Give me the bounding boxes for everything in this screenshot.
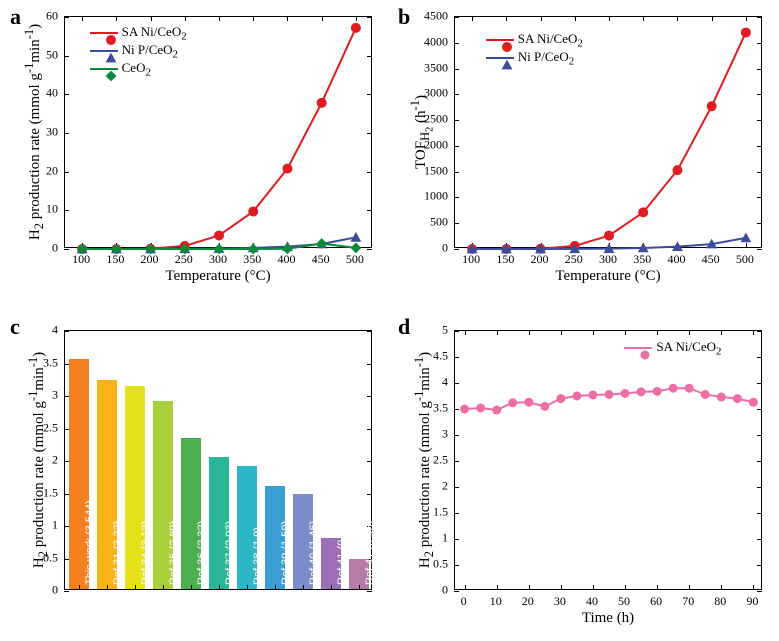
xtick: 60 [650,594,662,609]
bar-label: Ref.40 (1.46) [308,521,320,585]
plot-c: This work (3.544) Ref.31 (3.22) Ref.34 (3.… [64,330,372,590]
bar-label: Ref.37 (2.03) [224,521,236,585]
xtick: 200 [141,252,159,267]
bar-label: Ref.39 (1.59) [280,521,292,585]
xtick: 450 [702,252,720,267]
plot-a: SA Ni/CeO2Ni P/CeO2CeO2 [64,16,372,248]
xtick: 250 [565,252,583,267]
panel-label-c: c [10,314,20,340]
bar-label: Ref.31 (3.22) [112,521,124,585]
xtick: 100 [72,252,90,267]
bar-label: Ref.38 (1.9) [252,527,264,585]
legend-label: CeO2 [122,60,151,79]
legend-row: CeO2 [90,60,187,78]
legend-b: SA Ni/CeO2Ni P/CeO2 [486,31,583,67]
legend-a: SA Ni/CeO2Ni P/CeO2CeO2 [90,24,187,78]
xtick: 30 [554,594,566,609]
ylabel: TOFH2 (h-1) [408,16,436,248]
xtick: 70 [682,594,694,609]
xtick: 350 [633,252,651,267]
xtick: 350 [243,252,261,267]
legend-row: SA Ni/CeO2 [624,339,721,357]
xtick: 300 [599,252,617,267]
xtick: 50 [618,594,630,609]
panel-label-a: a [10,4,21,30]
legend-row: SA Ni/CeO2 [90,24,187,42]
xlabel: Time (h) [454,610,762,627]
bar-label: Ref.41 (0.46) [364,521,376,585]
xtick: 10 [490,594,502,609]
xtick: 500 [346,252,364,267]
xtick: 450 [312,252,330,267]
xtick: 150 [496,252,514,267]
xtick: 150 [106,252,124,267]
bar-label: This work (3.544) [84,500,96,585]
legend-label: Ni P/CeO2 [122,42,178,61]
legend-d: SA Ni/CeO2 [624,339,721,357]
legend-label: SA Ni/CeO2 [656,339,721,358]
bar-label: Ref.35 (2.89) [168,521,180,585]
xtick: 300 [209,252,227,267]
xlabel: Temperature (°C) [64,268,372,285]
legend-label: SA Ni/CeO2 [122,24,187,43]
legend-label: Ni P/CeO2 [518,49,574,68]
bar-label: Ref.34 (3.12) [140,521,152,585]
legend-label: SA Ni/CeO2 [518,31,583,50]
xlabel: Temperature (°C) [454,268,762,285]
panel-label-d: d [398,314,410,340]
xtick: 200 [531,252,549,267]
ylabel: H2 production rate (mmol g-1min-1) [26,330,51,590]
ylabel: H2 production rate (mmol g-1min-1) [412,330,437,590]
plot-b: SA Ni/CeO2Ni P/CeO2 [454,16,762,248]
legend-row: SA Ni/CeO2 [486,31,583,49]
xtick: 0 [461,594,467,609]
xtick: 80 [714,594,726,609]
xtick: 250 [175,252,193,267]
legend-row: Ni P/CeO2 [486,49,583,67]
xtick: 20 [522,594,534,609]
figure: aSA Ni/CeO2Ni P/CeO2CeO21001502002503003… [0,0,779,641]
xtick: 40 [586,594,598,609]
ylabel: H2 production rate (mmol g-1min-1) [22,16,47,248]
plot-d: SA Ni/CeO2 [454,330,762,590]
xtick: 500 [736,252,754,267]
xtick: 400 [277,252,295,267]
bar-label: Ref.41 (0.78) [336,521,348,585]
xtick: 100 [462,252,480,267]
xtick: 90 [746,594,758,609]
legend-row: Ni P/CeO2 [90,42,187,60]
xtick: 400 [667,252,685,267]
bar-label: Ref.36 (2.32) [196,521,208,585]
